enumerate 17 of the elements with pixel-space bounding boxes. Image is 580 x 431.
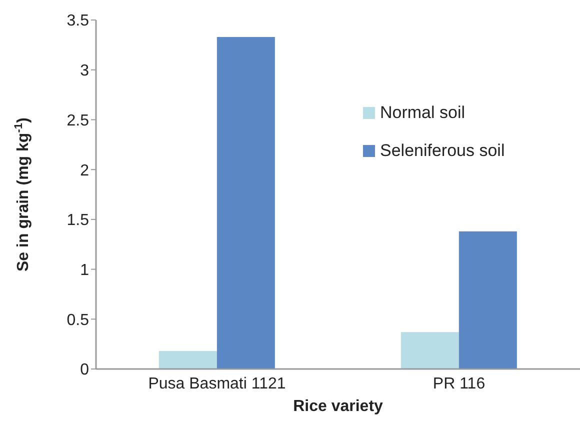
y-tick-label: 0.5 bbox=[66, 312, 90, 329]
legend-label: Seleniferous soil bbox=[379, 141, 505, 161]
y-tick-label: 3.5 bbox=[66, 12, 90, 30]
x-tick-label: PR 116 bbox=[432, 375, 486, 392]
legend-label: Normal soil bbox=[379, 103, 466, 123]
bar bbox=[216, 36, 275, 369]
x-tick-label: Pusa Basmati 1121 bbox=[148, 375, 286, 392]
y-tick-label: 1.5 bbox=[66, 212, 90, 230]
x-axis-title: Rice variety bbox=[293, 398, 384, 415]
y-tick-label: 1 bbox=[80, 262, 90, 279]
y-tick-label: 3 bbox=[80, 62, 90, 80]
y-tick-label: 2 bbox=[80, 162, 90, 180]
bar bbox=[458, 231, 517, 369]
y-tick-label: 2.5 bbox=[66, 112, 90, 130]
y-tick-label: 0 bbox=[80, 362, 90, 379]
bar bbox=[158, 351, 217, 369]
bar bbox=[400, 332, 459, 369]
